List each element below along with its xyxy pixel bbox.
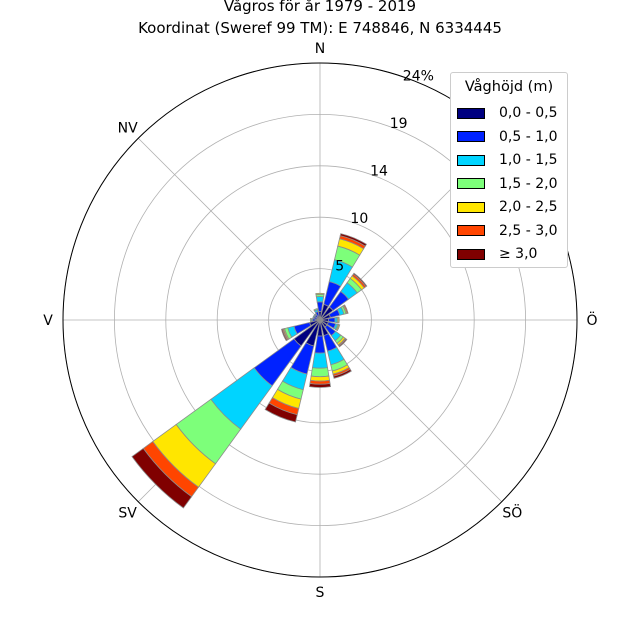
legend-title: Våghöjd (m): [464, 79, 554, 95]
radial-tick-label: 19: [390, 116, 408, 132]
bar-S-1: [314, 335, 326, 354]
bar-V-3: [309, 318, 312, 322]
direction-label-SV: SV: [118, 505, 137, 521]
legend-label: 0,5 - 1,0: [499, 128, 558, 145]
grid-spoke: [319, 319, 503, 503]
bar-S-2: [312, 352, 328, 369]
legend-entry: 1,0 - 1,5: [457, 150, 557, 170]
bar-N-4: [315, 292, 325, 296]
legend-swatch: [457, 107, 485, 119]
bar-N-2: [315, 296, 325, 303]
bar-OSO-4: [335, 324, 341, 332]
radial-tick-label: 24%: [403, 69, 434, 85]
bar-S-6: [308, 383, 332, 388]
radial-tick-label: 5: [335, 259, 344, 275]
direction-label-N: N: [315, 41, 325, 57]
legend-label: 2,5 - 3,0: [499, 222, 558, 239]
bar-SSV-6: [264, 402, 298, 423]
legend-label: 2,0 - 2,5: [499, 199, 558, 215]
bar-ONO-5: [343, 304, 349, 314]
legend-entry: 2,0 - 2,5: [457, 197, 557, 217]
bar-SSO-6: [333, 368, 352, 379]
legend-swatch: [457, 248, 485, 260]
bar-VNV-2: [312, 315, 316, 319]
radial-tick-label: 10: [350, 211, 368, 227]
bar-NV-2: [313, 313, 317, 317]
bar-NNV-3: [313, 308, 318, 312]
chart-title: Vågros för år 1979 - 2019: [223, 0, 417, 15]
legend: Våghöjd (m) 0,0 - 0,5 0,5 - 1,0 1,0 - 1,5 1…: [450, 72, 568, 268]
legend-swatch: [457, 154, 485, 166]
chart-subtitle: Koordinat (Sweref 99 TM): E 748846, N 63…: [138, 19, 502, 37]
direction-label-S: S: [316, 585, 325, 601]
legend-swatch: [457, 131, 485, 142]
legend-label: 1,5 - 2,0: [499, 175, 558, 192]
bar-SV-6: [131, 447, 193, 509]
legend-entry: 0,0 - 0,5: [457, 103, 557, 123]
direction-label-V: V: [43, 313, 53, 329]
legend-swatch: [457, 201, 485, 213]
bar-NNO-6: [339, 233, 367, 247]
direction-label-NV: NV: [118, 121, 138, 137]
bar-NO-6: [352, 272, 368, 288]
legend-swatch: [457, 225, 485, 236]
bar-VSV-6: [280, 328, 288, 342]
direction-label-SÖ: SÖ: [502, 503, 522, 521]
legend-entry: 2,5 - 3,0: [457, 221, 557, 241]
bar-SÖ-6: [338, 338, 348, 348]
legend-entry: ≥ 3,0: [457, 244, 537, 264]
direction-label-Ö: Ö: [586, 311, 597, 329]
legend-label: ≥ 3,0: [499, 246, 538, 262]
bar-Ö-4: [337, 316, 340, 324]
legend-entry: 1,5 - 2,0: [457, 174, 557, 194]
legend-entry: 0,5 - 1,0: [457, 127, 557, 147]
radial-tick-label: 14: [370, 164, 388, 180]
legend-swatch: [457, 178, 485, 189]
bar-S-3: [310, 367, 330, 378]
legend-label: 1,0 - 1,5: [499, 152, 558, 168]
grid-spoke: [137, 137, 321, 321]
polar-frame: [62, 62, 578, 578]
bar-Ö-1: [328, 317, 336, 323]
legend-label: 0,0 - 0,5: [499, 105, 558, 121]
rose-bars: [131, 233, 368, 509]
